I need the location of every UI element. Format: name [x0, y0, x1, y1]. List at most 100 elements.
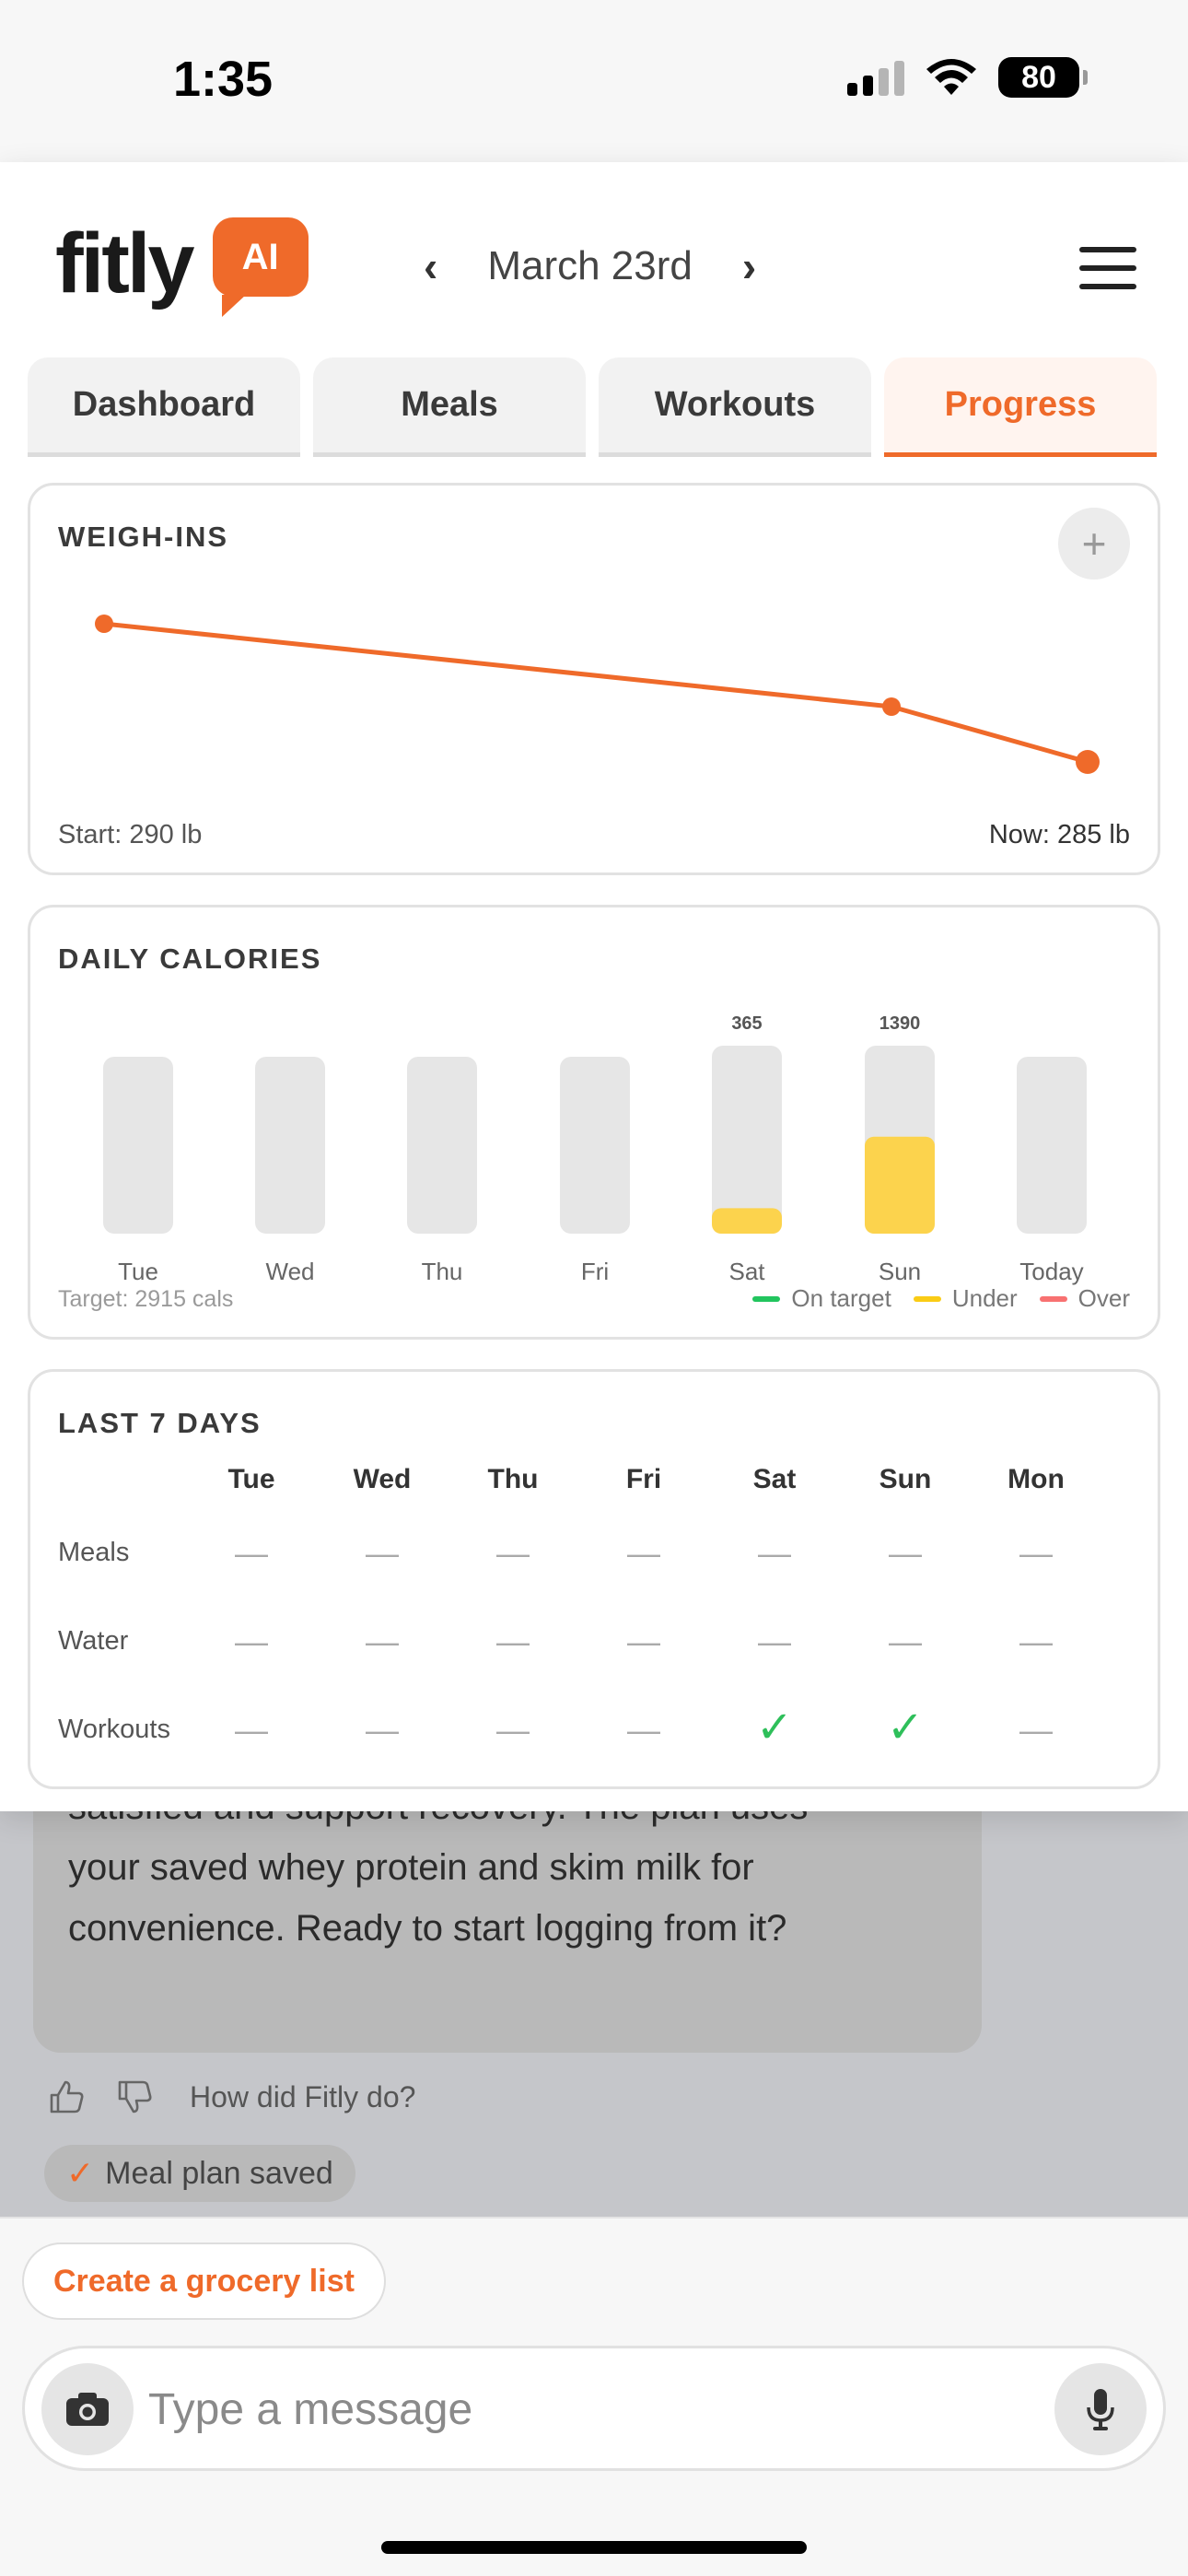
week-day-header: Mon [1007, 1464, 1065, 1494]
calorie-legend: On target Under Over [752, 1284, 1130, 1313]
empty-status-dash: — [366, 1622, 399, 1660]
calorie-value-label: 1390 [879, 1013, 921, 1034]
status-icons: 80 [847, 57, 1088, 98]
completed-check-icon: ✓ [755, 1704, 794, 1752]
weigh-ins-card: WEIGH-INS + Start: 290 lb Now: 285 lb [28, 483, 1160, 875]
camera-button[interactable] [41, 2363, 134, 2455]
saved-chip-label: Meal plan saved [105, 2155, 333, 2191]
week-day-header: Tue [227, 1464, 275, 1494]
prev-date-button[interactable]: ‹ [424, 242, 438, 290]
empty-status-dash: — [496, 1534, 530, 1572]
week-row-label: Meals [58, 1538, 130, 1567]
calorie-bar-track [560, 1057, 630, 1234]
empty-status-dash: — [627, 1622, 660, 1660]
message-input[interactable] [148, 2374, 977, 2444]
legend-item: Under [913, 1284, 1018, 1313]
day-tick-label: Sat [728, 1258, 765, 1285]
day-tick-label: Tue [118, 1258, 158, 1285]
calorie-value-label: 365 [731, 1013, 762, 1034]
daily-calories-card: DAILY CALORIES Tue Wed Thu Fri 365 Sat 1390 Sun… [28, 905, 1160, 1340]
feedback-prompt: How did Fitly do? [190, 2079, 416, 2113]
week-day-header: Thu [487, 1464, 539, 1494]
thumbs-down-icon[interactable] [114, 2077, 155, 2117]
legend-item: On target [752, 1284, 891, 1313]
week-day-header: Sat [752, 1464, 797, 1494]
message-line: your saved whey protein and skim milk fo… [68, 1847, 754, 1888]
next-date-button[interactable]: › [741, 242, 757, 290]
empty-status-dash: — [889, 1534, 922, 1572]
composer-area: Create a grocery list [0, 2217, 1188, 2576]
legend-label: Over [1077, 1284, 1130, 1312]
weight-point[interactable] [882, 697, 901, 716]
empty-status-dash: — [1019, 1534, 1053, 1572]
microphone-button[interactable] [1054, 2363, 1147, 2455]
weight-point[interactable] [1076, 750, 1100, 774]
battery-icon: 80 [998, 57, 1088, 98]
week-row-label: Water [58, 1626, 129, 1656]
weigh-now-label: Now: 285 lb [988, 820, 1130, 849]
empty-status-dash: — [235, 1534, 268, 1572]
add-weigh-in-button[interactable]: + [1058, 508, 1130, 580]
check-icon: ✓ [66, 2154, 95, 2192]
weigh-ins-chart [95, 615, 1100, 774]
empty-status-dash: — [627, 1534, 660, 1572]
empty-status-dash: — [758, 1622, 791, 1660]
last-7-days-card: LAST 7 DAYS Tue Wed Thu Fri Sat Sun Mon Meals — —… [28, 1369, 1160, 1789]
fitly-logo: fitly AI [55, 217, 309, 317]
calorie-bar-track [712, 1046, 782, 1234]
hamburger-menu-icon[interactable] [1079, 247, 1136, 289]
message-box [22, 2346, 1166, 2471]
day-tick-label: Sun [879, 1258, 921, 1285]
empty-status-dash: — [366, 1534, 399, 1572]
empty-status-dash: — [235, 1711, 268, 1749]
legend-swatch [913, 1295, 941, 1302]
day-tick-label: Wed [266, 1258, 315, 1285]
meal-plan-saved-chip: ✓ Meal plan saved [44, 2145, 355, 2202]
tab-progress[interactable]: Progress [884, 357, 1157, 457]
calorie-target-label: Target: 2915 cals [58, 1286, 234, 1312]
empty-status-dash: — [496, 1711, 530, 1749]
message-line: convenience. Ready to start logging from… [68, 1908, 787, 1949]
tab-dashboard[interactable]: Dashboard [28, 357, 300, 457]
daily-calories-title: DAILY CALORIES [58, 943, 322, 975]
create-grocery-list-button[interactable]: Create a grocery list [22, 2242, 386, 2320]
day-tick-label: Today [1019, 1258, 1083, 1285]
legend-label: Under [951, 1284, 1018, 1312]
ai-badge: AI [212, 217, 309, 317]
weight-point[interactable] [95, 615, 113, 633]
wifi-icon [926, 59, 976, 95]
week-row-label: Workouts [58, 1715, 170, 1744]
home-indicator [381, 2541, 807, 2554]
current-date: March 23rd [487, 243, 693, 288]
calorie-bar-track [407, 1057, 477, 1234]
status-time: 1:35 [173, 52, 274, 107]
week-day-header: Fri [625, 1464, 662, 1494]
calorie-bar[interactable] [712, 1208, 782, 1234]
calorie-bar-track [1017, 1057, 1087, 1234]
thumbs-up-icon[interactable] [46, 2077, 87, 2117]
weight-series-line [103, 621, 1089, 765]
empty-status-dash: — [627, 1711, 660, 1749]
calorie-bar-track [103, 1057, 173, 1234]
day-tick-label: Fri [581, 1258, 609, 1285]
progress-panel: fitly AI ‹ March 23rd › Dashboard Meals Wo… [0, 162, 1188, 1811]
legend-item: Over [1039, 1284, 1130, 1313]
feedback-row: How did Fitly do? [46, 2077, 415, 2117]
legend-label: On target [791, 1284, 891, 1312]
weigh-ins-title: WEIGH-INS [58, 521, 229, 553]
legend-swatch [752, 1295, 781, 1302]
microphone-icon [1087, 2389, 1114, 2430]
daily-calories-chart: Tue Wed Thu Fri 365 Sat 1390 Sun Today [103, 1013, 1087, 1285]
last-7-days-title: LAST 7 DAYS [58, 1407, 262, 1439]
tab-workouts[interactable]: Workouts [599, 357, 871, 457]
empty-status-dash: — [496, 1622, 530, 1660]
last-7-days-grid: Tue Wed Thu Fri Sat Sun Mon Meals — — — — — — — Water — —… [30, 1372, 1158, 1786]
logo-text: fitly [55, 217, 195, 310]
empty-status-dash: — [1019, 1622, 1053, 1660]
calorie-bar[interactable] [865, 1136, 935, 1234]
week-day-header: Sun [879, 1464, 932, 1494]
tab-meals[interactable]: Meals [313, 357, 586, 457]
empty-status-dash: — [235, 1622, 268, 1660]
calorie-bar-track [255, 1057, 325, 1234]
empty-status-dash: — [889, 1622, 922, 1660]
